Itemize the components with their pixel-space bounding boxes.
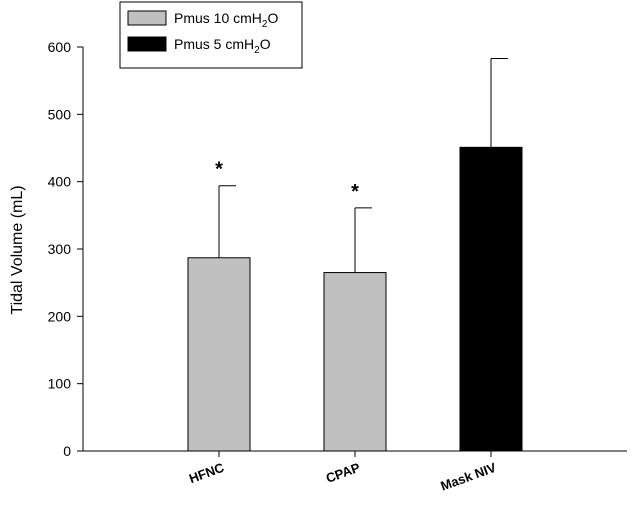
y-tick-label: 600 <box>48 39 72 55</box>
x-tick-label: HFNC <box>187 460 227 487</box>
labels: 0 100 200 300 400 500 600 * HFNC * CPAP Mask NIV <box>48 39 499 494</box>
y-tick-label: 0 <box>63 443 71 459</box>
legend-swatch <box>127 36 167 52</box>
legend: Pmus 10 cmH2O Pmus 5 cmH2O <box>119 1 303 69</box>
legend-label: Pmus 10 cmH2O <box>174 10 278 30</box>
y-axis-title: Tidal Volume (mL) <box>9 185 26 314</box>
y-tick-label: 100 <box>48 376 72 392</box>
bar <box>459 146 523 452</box>
y-tick-label: 300 <box>48 241 72 257</box>
bar <box>187 257 251 452</box>
x-tick-label: CPAP <box>324 460 362 486</box>
bars <box>187 57 523 452</box>
bar <box>323 272 387 452</box>
y-tick-label: 200 <box>48 308 72 324</box>
significance-marker: * <box>215 159 223 181</box>
y-tick-label: 400 <box>48 174 72 190</box>
legend-label: Pmus 5 cmH2O <box>174 36 271 56</box>
legend-swatch <box>127 10 167 26</box>
y-tick-label: 500 <box>48 106 72 122</box>
significance-marker: * <box>351 181 359 203</box>
x-tick-label: Mask NIV <box>439 460 499 494</box>
